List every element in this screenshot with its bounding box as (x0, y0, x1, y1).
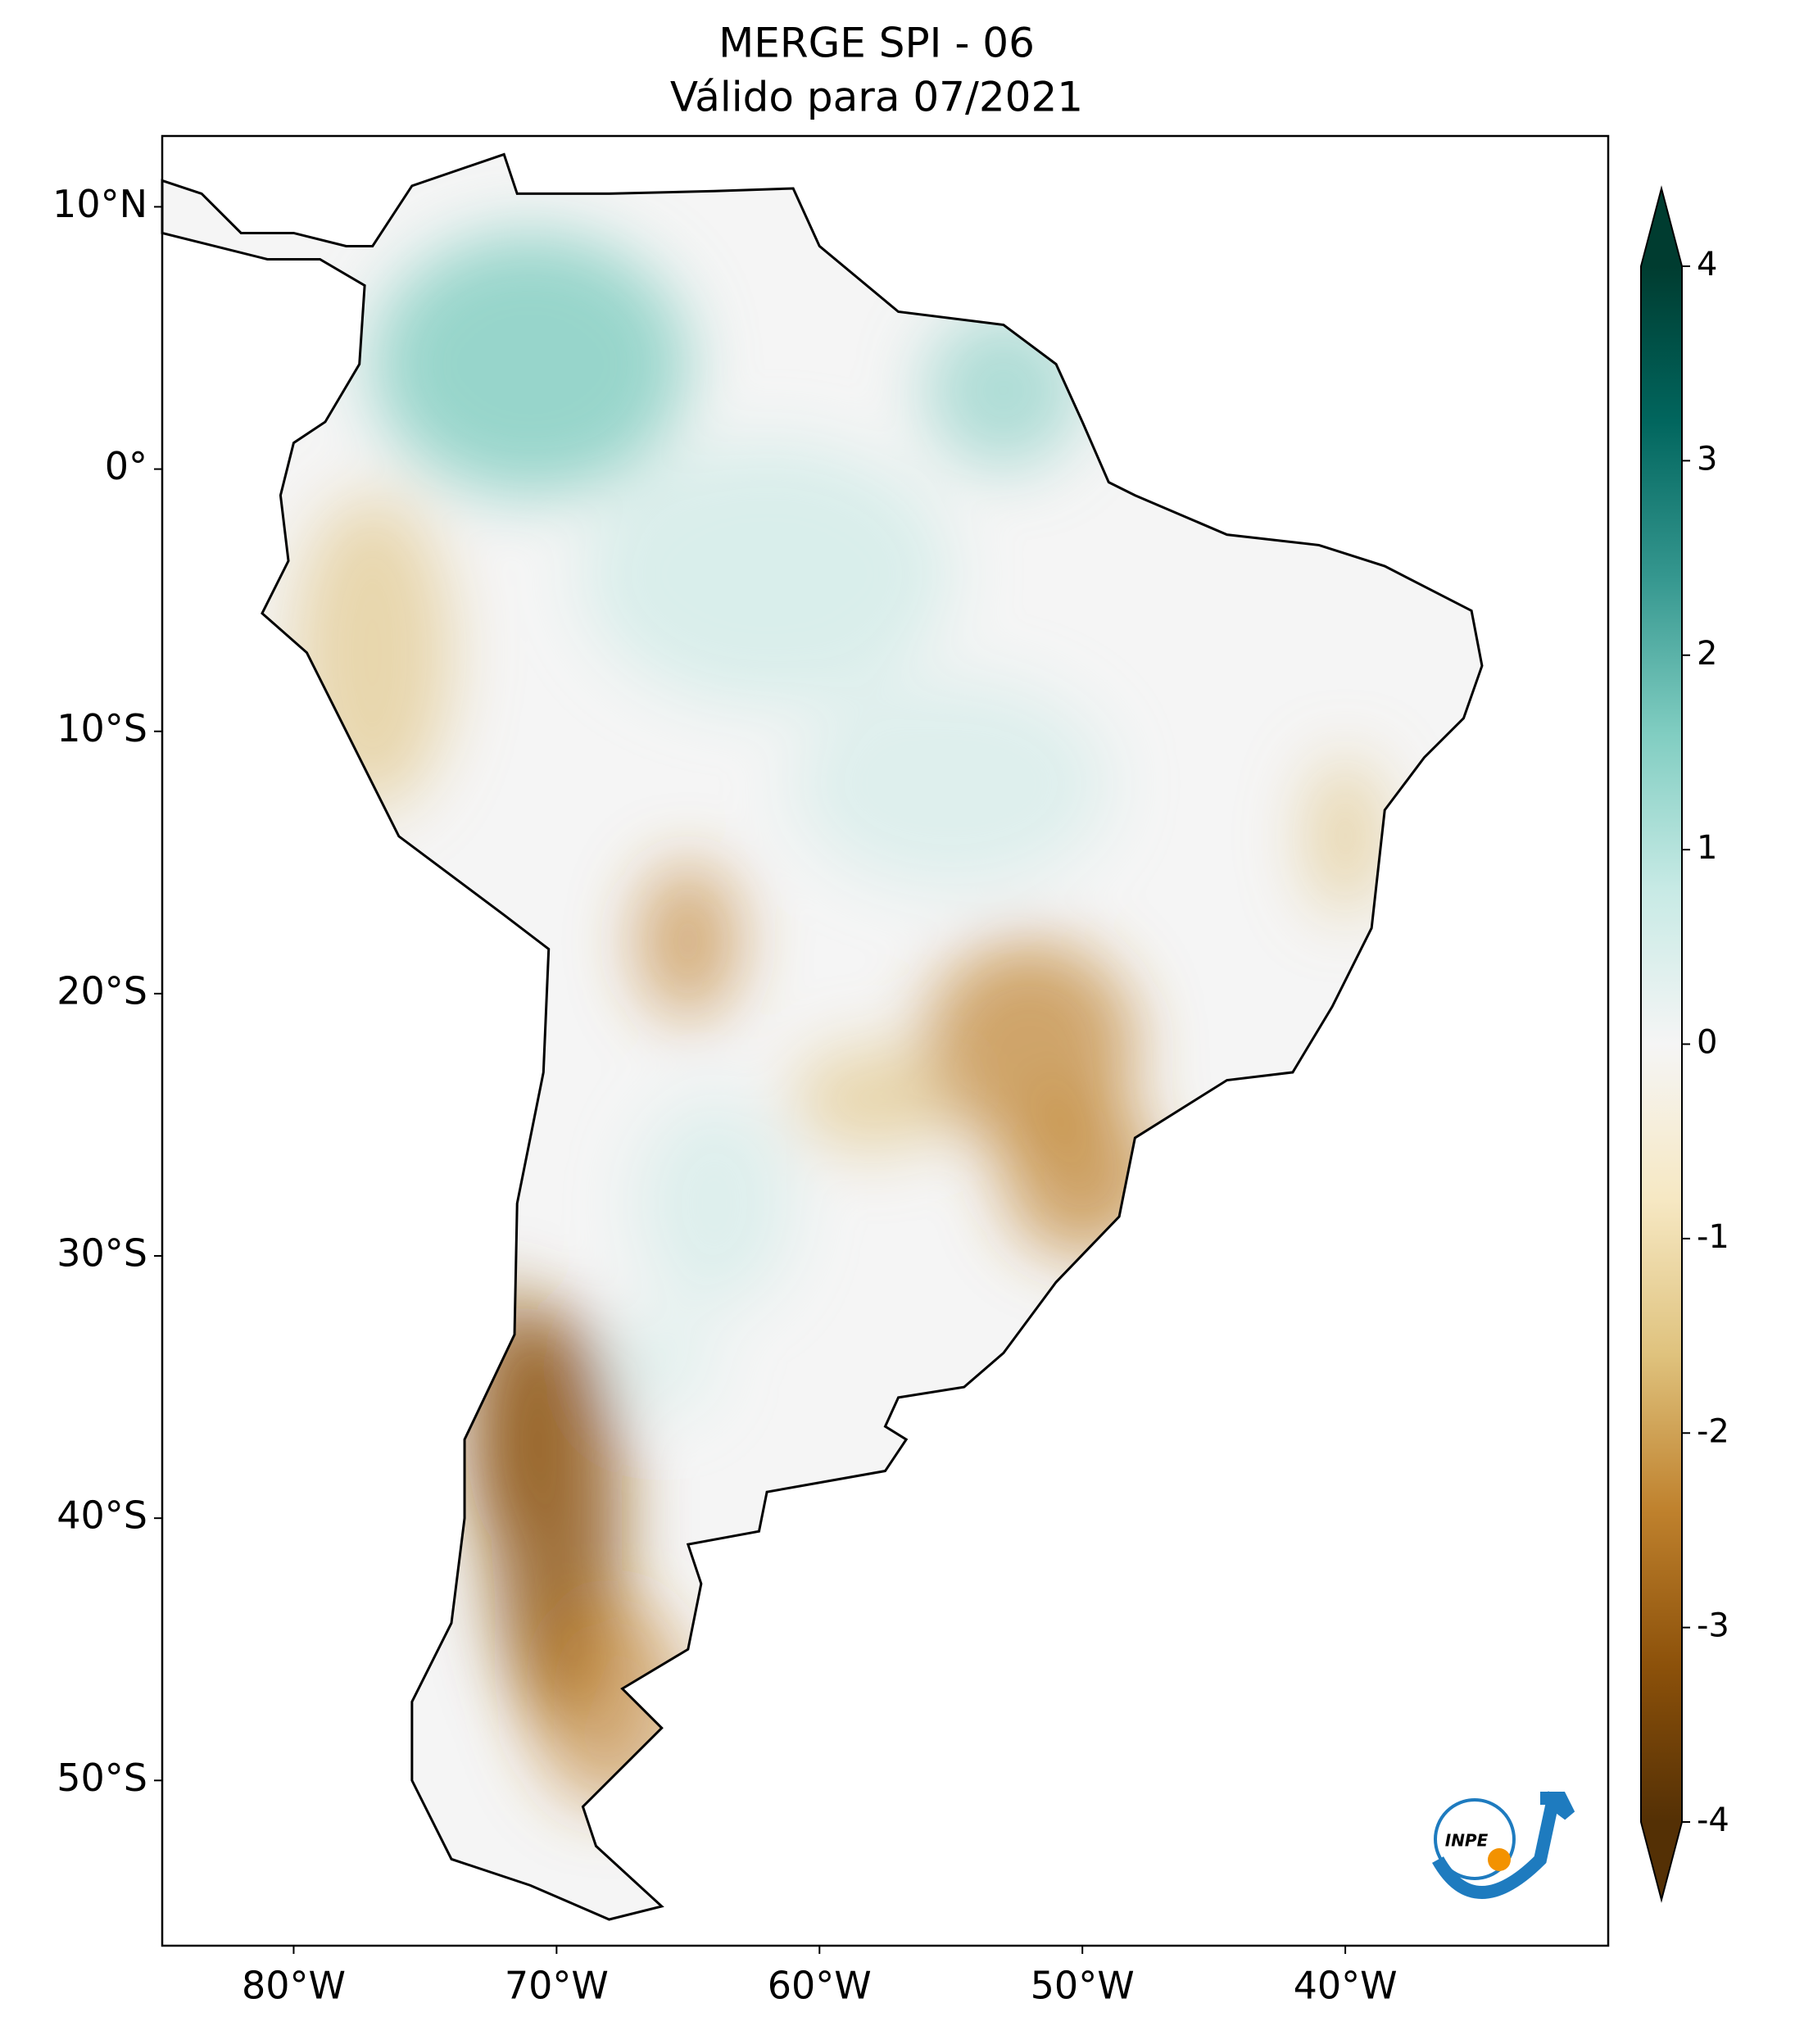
y-tick-label: 20°S (57, 968, 147, 1013)
logo: INPE (1432, 1791, 1575, 1899)
spi-area (582, 442, 951, 705)
spi-area (293, 495, 451, 810)
spi-area (635, 1098, 794, 1309)
spi-area (372, 233, 688, 496)
colorbar-min (1641, 1822, 1682, 1900)
y-tick-label: 30°S (57, 1231, 147, 1276)
colorbar-tick-label: -4 (1697, 1802, 1729, 1839)
colorbar-max (1641, 188, 1682, 266)
x-tick-label: 60°W (768, 1964, 872, 2008)
x-tick-label: 50°W (1031, 1964, 1135, 2008)
colorbar-tick-label: 1 (1697, 829, 1717, 867)
logo-arrow (1432, 1791, 1575, 1899)
spi-area (609, 1308, 714, 1414)
spi-area (793, 1045, 951, 1151)
spi-area (924, 940, 1135, 1151)
y-tick-label: 40°S (57, 1493, 147, 1538)
y-tick-label: 10°S (57, 706, 147, 750)
spi-area (530, 1597, 688, 1807)
colorbar-tick-label: 2 (1697, 635, 1717, 673)
land (162, 154, 1482, 1919)
map-frame (161, 134, 1610, 1947)
colorbar (1641, 266, 1682, 1822)
title: MERGE SPI - 06 (718, 20, 1035, 67)
coastline (161, 152, 1484, 1921)
colorbar-tick-label: -1 (1697, 1218, 1729, 1256)
logo-ring (1434, 1798, 1516, 1880)
x-tick-label: 70°W (505, 1964, 609, 2008)
colorbar-tick-label: 4 (1697, 246, 1717, 283)
logo-text: INPE (1445, 1831, 1489, 1851)
subtitle: Válido para 07/2021 (670, 74, 1083, 121)
spi-area (1305, 757, 1385, 915)
spi-area (793, 678, 1109, 889)
x-tick-label: 40°W (1294, 1964, 1398, 2008)
land-field (162, 154, 1482, 1919)
colorbar-tick-label: 0 (1697, 1024, 1717, 1062)
y-tick-label: 50°S (57, 1756, 147, 1800)
spi-area (924, 311, 1083, 469)
x-tick-label: 80°W (242, 1964, 346, 2008)
colorbar-tick-label: -3 (1697, 1607, 1729, 1645)
spi-area (635, 862, 741, 1020)
logo-dot (1488, 1848, 1511, 1871)
y-tick-label: 0° (105, 444, 147, 488)
spi-area (1003, 1098, 1162, 1257)
y-tick-label: 10°N (52, 182, 147, 226)
colorbar-tick-label: 3 (1697, 440, 1717, 478)
colorbar-tick-label: -2 (1697, 1412, 1729, 1450)
spi-field (293, 233, 1385, 1807)
